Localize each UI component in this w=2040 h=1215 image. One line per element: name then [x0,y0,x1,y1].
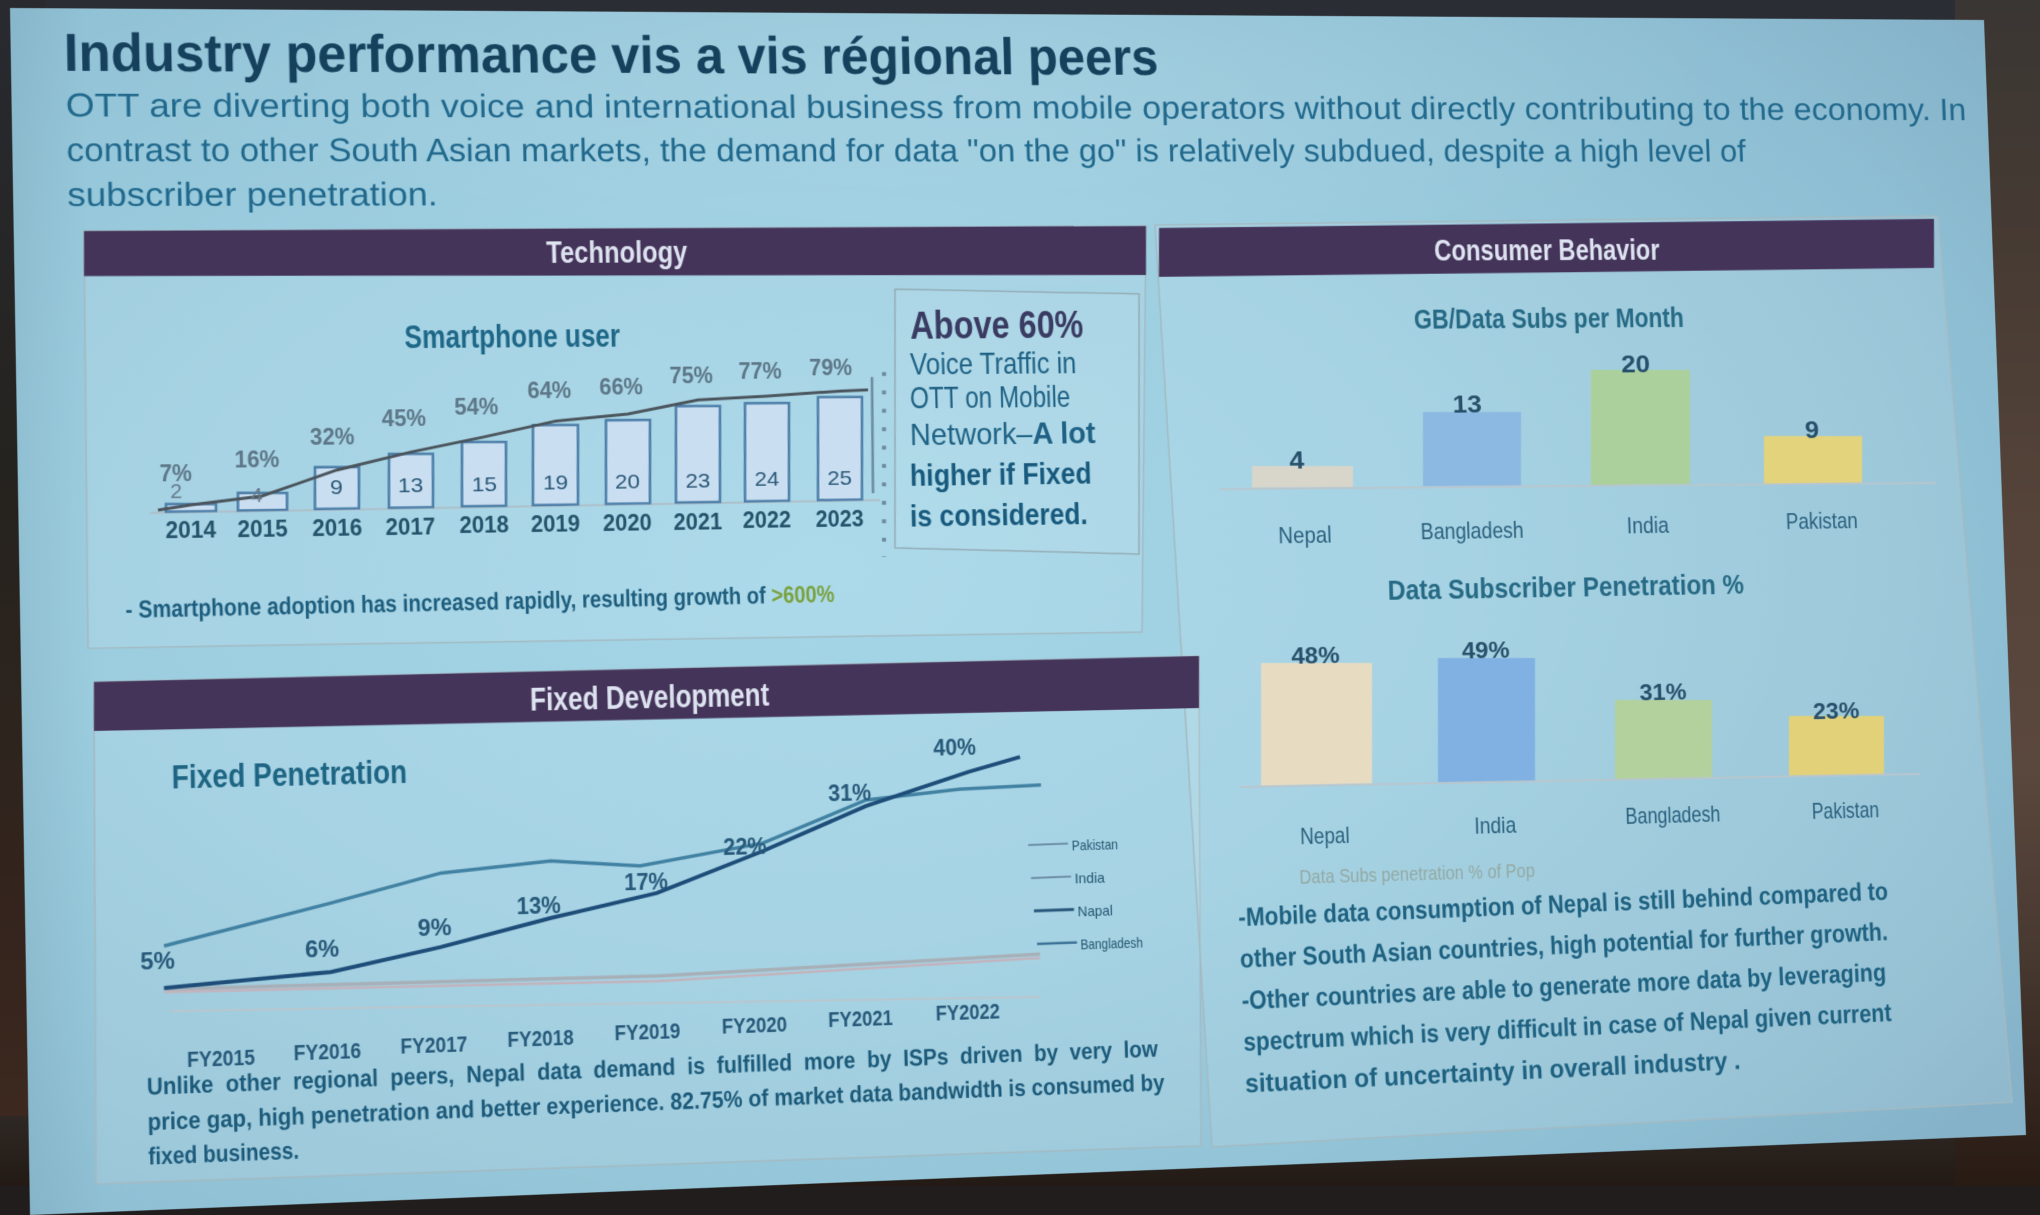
svg-text:7%: 7% [159,461,192,487]
svg-text:2015: 2015 [237,516,288,543]
svg-text:54%: 54% [454,394,499,420]
svg-text:20: 20 [615,471,640,493]
svg-text:Voice Traffic in: Voice Traffic in [910,346,1077,381]
svg-text:31%: 31% [828,780,872,806]
svg-text:16%: 16% [234,447,279,473]
svg-text:OTT on Mobile: OTT on Mobile [909,380,1070,415]
svg-text:Nepal: Nepal [1300,824,1350,850]
svg-text:higher if Fixed: higher if Fixed [909,457,1091,493]
svg-text:India: India [1626,513,1669,539]
svg-text:Bangladesh: Bangladesh [1420,518,1524,545]
svg-text:9: 9 [1804,416,1819,443]
svg-text:2023: 2023 [815,507,864,533]
svg-text:Nepal: Nepal [1278,522,1332,549]
svg-text:FY2019: FY2019 [614,1018,680,1045]
svg-text:Smartphone user: Smartphone user [404,317,621,355]
svg-text:25: 25 [827,468,852,490]
svg-text:79%: 79% [809,355,853,381]
svg-text:9%: 9% [417,915,451,942]
svg-text:2022: 2022 [742,508,791,534]
svg-text:2020: 2020 [603,510,652,536]
svg-text:32%: 32% [310,424,355,450]
svg-text:FY2020: FY2020 [721,1012,787,1039]
svg-text:13%: 13% [516,893,561,920]
svg-text:FY2016: FY2016 [293,1038,361,1065]
svg-text:2018: 2018 [459,512,509,538]
svg-text:India: India [1474,813,1517,839]
svg-text:Technology: Technology [546,235,688,270]
svg-text:Bangladesh: Bangladesh [1080,936,1143,953]
svg-text:Fixed Penetration: Fixed Penetration [171,754,407,796]
svg-text:49%: 49% [1462,637,1510,664]
svg-text:40%: 40% [933,735,976,761]
svg-text:FY2017: FY2017 [400,1031,467,1058]
svg-text:4: 4 [250,485,262,507]
svg-text:75%: 75% [669,363,713,389]
svg-text:is considered.: is considered. [910,497,1089,533]
svg-text:Above 60%: Above 60% [909,303,1083,348]
svg-text:19: 19 [543,472,569,494]
svg-text:31%: 31% [1639,679,1687,705]
svg-text:FY2021: FY2021 [828,1005,894,1032]
svg-text:2016: 2016 [312,515,362,541]
svg-text:15: 15 [472,474,498,496]
svg-text:Pakistan: Pakistan [1785,508,1858,534]
svg-text:23%: 23% [1813,698,1860,724]
svg-text:2014: 2014 [165,517,217,544]
svg-text:22%: 22% [723,834,767,861]
svg-text:23: 23 [685,471,710,493]
svg-text:GB/Data Subs per Month: GB/Data Subs per Month [1413,302,1684,335]
svg-text:Napal: Napal [1077,904,1113,920]
svg-text:20: 20 [1621,351,1651,378]
svg-text:66%: 66% [599,375,643,401]
svg-text:9: 9 [330,477,343,499]
svg-text:2019: 2019 [531,511,581,537]
svg-text:Consumer Behavior: Consumer Behavior [1434,234,1660,268]
svg-text:FY2015: FY2015 [187,1044,256,1072]
svg-text:4: 4 [1289,446,1305,474]
svg-text:64%: 64% [527,378,571,404]
svg-text:Pakistan: Pakistan [1811,798,1879,824]
svg-text:2021: 2021 [673,510,722,536]
svg-text:6%: 6% [305,936,340,963]
svg-text:13: 13 [1452,391,1482,419]
svg-text:48%: 48% [1291,643,1340,670]
svg-text:Bangladesh: Bangladesh [1625,802,1721,829]
svg-text:5%: 5% [140,948,175,975]
svg-text:FY2018: FY2018 [507,1025,574,1052]
svg-text:2: 2 [170,481,182,503]
svg-text:FY2022: FY2022 [935,999,1000,1026]
svg-text:77%: 77% [738,359,782,385]
svg-text:Fixed Development: Fixed Development [530,676,770,718]
svg-text:Data Subscriber Penetration %: Data Subscriber Penetration % [1387,568,1744,606]
svg-text:24: 24 [754,469,779,491]
svg-text:13: 13 [398,475,424,497]
svg-text:India: India [1074,871,1105,887]
svg-text:2017: 2017 [385,514,435,540]
svg-text:Network–A lot: Network–A lot [909,416,1096,451]
svg-text:17%: 17% [624,869,668,896]
svg-text:45%: 45% [381,406,426,432]
svg-text:Pakistan: Pakistan [1072,838,1119,854]
